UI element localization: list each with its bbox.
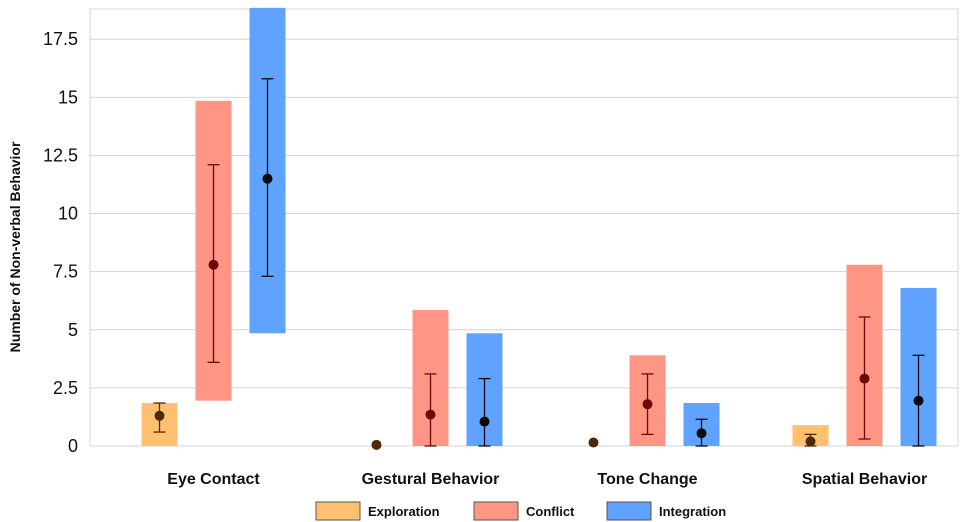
- category-labels: Eye Contact Gestural Behavior Tone Change S…: [167, 471, 927, 488]
- mean-point-integration: [479, 416, 490, 427]
- legend-swatch-conflict: [473, 501, 519, 521]
- legend-label-conflict: Conflict: [526, 504, 575, 519]
- mean-point-conflict: [642, 399, 653, 410]
- legend: Exploration Conflict Integration: [315, 501, 726, 521]
- legend-label-exploration: Exploration: [368, 504, 440, 519]
- y-axis-ticks: 0 2.5 5 7.5 10 12.5 15 17.5: [43, 29, 78, 456]
- y-tick-label: 5: [68, 320, 78, 340]
- mean-point-conflict: [859, 373, 870, 384]
- legend-label-integration: Integration: [659, 504, 726, 519]
- mean-point-integration: [262, 173, 273, 184]
- mean-point-exploration: [805, 436, 816, 447]
- mean-points: [154, 173, 924, 450]
- y-tick-label: 0: [68, 436, 78, 456]
- category-label: Gestural Behavior: [362, 471, 500, 488]
- y-tick-label: 12.5: [43, 145, 78, 165]
- mean-point-integration: [696, 428, 707, 439]
- mean-point-integration: [913, 395, 924, 406]
- y-tick-label: 2.5: [53, 378, 78, 398]
- mean-point-exploration: [154, 410, 165, 421]
- y-tick-label: 7.5: [53, 262, 78, 282]
- mean-point-exploration: [371, 439, 382, 450]
- y-axis-label: Number of Non-verbal Behavior: [7, 141, 23, 352]
- mean-point-exploration: [588, 437, 599, 448]
- legend-swatch-integration: [606, 501, 652, 521]
- y-tick-label: 10: [58, 204, 78, 224]
- mean-point-conflict: [425, 409, 436, 420]
- mean-point-conflict: [208, 259, 219, 270]
- category-label: Tone Change: [597, 471, 697, 488]
- grid: [89, 8, 959, 447]
- category-label: Eye Contact: [167, 471, 260, 488]
- legend-swatch-exploration: [315, 501, 361, 521]
- category-label: Spatial Behavior: [802, 471, 927, 488]
- y-tick-label: 17.5: [43, 29, 78, 49]
- y-tick-label: 15: [58, 87, 78, 107]
